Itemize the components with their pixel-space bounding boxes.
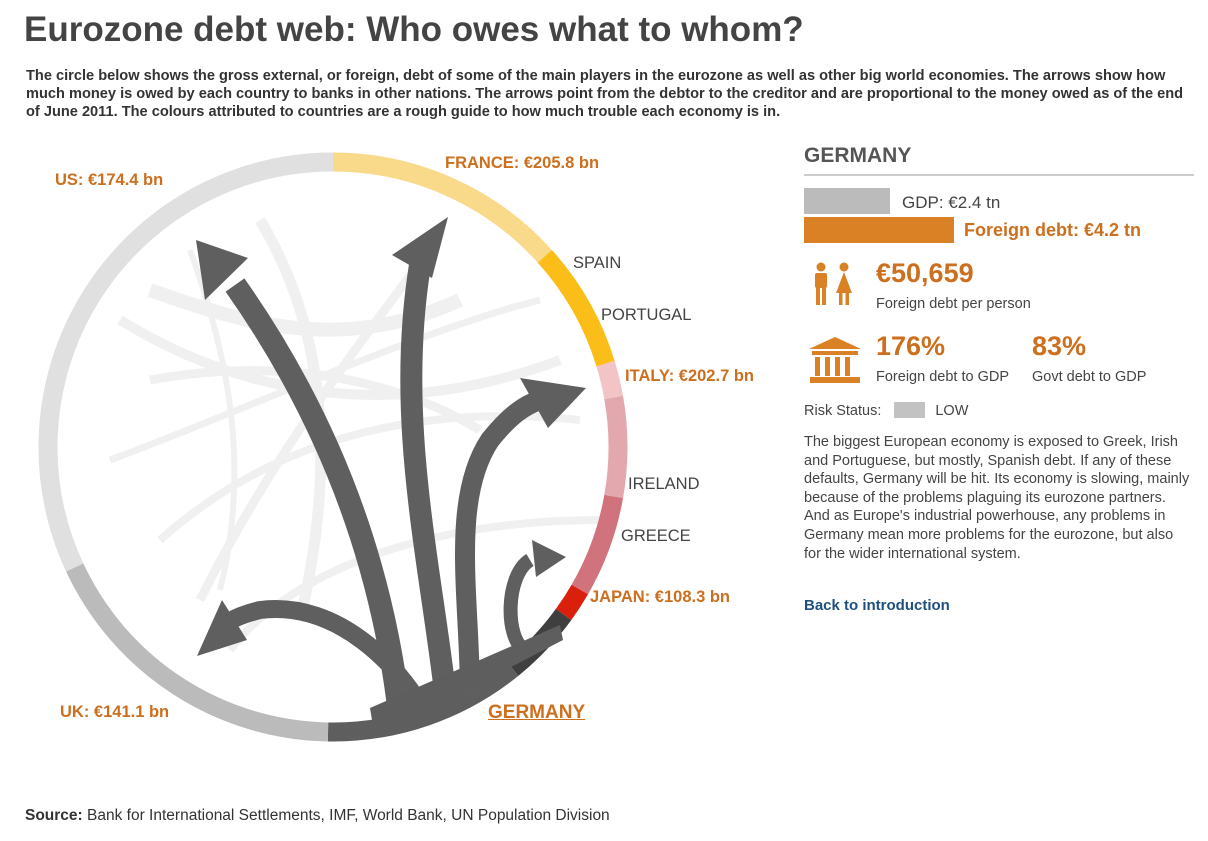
label-portugal[interactable]: PORTUGAL (601, 306, 692, 324)
arrow-germany-to-uk (218, 600, 428, 710)
arrow-germany-to-japan (503, 554, 535, 657)
arrowhead-uk (197, 600, 247, 656)
arrowhead-us (196, 240, 248, 300)
ring-segment-germany[interactable] (327, 661, 519, 742)
source-label: Source: (25, 807, 83, 824)
panel-country-title: GERMANY (804, 140, 1194, 176)
foreign-debt-label: Foreign debt: €4.2 tn (964, 220, 1142, 240)
arrow-germany-to-italy (455, 390, 544, 696)
risk-status-value: LOW (935, 403, 969, 419)
arrowhead-italy (520, 378, 586, 428)
per-person-label: Foreign debt per person (876, 296, 1031, 312)
bank-icon (809, 337, 861, 383)
germany-band (370, 625, 563, 738)
foreign-debt-bar (804, 217, 954, 243)
germany-arrows (218, 263, 544, 710)
page-title: Eurozone debt web: Who owes what to whom… (24, 10, 804, 49)
arrow-germany-to-us (225, 278, 410, 704)
risk-status-label: Risk Status: (804, 403, 882, 419)
ring-segment-greece[interactable] (555, 584, 589, 621)
arrowhead-france (392, 217, 448, 278)
ring-segment-france[interactable] (332, 152, 552, 263)
ring-segment-italy[interactable] (604, 395, 628, 499)
ring-segment-ireland[interactable] (571, 494, 624, 595)
govt-debt-ratio-value: 83% (1032, 331, 1087, 361)
label-ireland[interactable]: IRELAND (628, 475, 700, 493)
arrowhead-japan (532, 540, 566, 577)
gdp-label: GDP: €2.4 tn (902, 193, 1001, 212)
arrow-germany-to-france (400, 263, 457, 702)
foreign-debt-ratio-value: 176% (876, 331, 946, 361)
source-note: Source: Bank for International Settlemen… (25, 807, 610, 825)
label-uk[interactable]: UK: €141.1 bn (60, 703, 170, 721)
ring-segment-us[interactable] (38, 152, 334, 572)
per-person-value: €50,659 (876, 258, 974, 288)
back-to-introduction-link[interactable]: Back to introduction (804, 597, 950, 614)
people-icon (815, 262, 852, 305)
gdp-bar (804, 188, 890, 214)
risk-status: Risk Status: LOW (804, 402, 968, 419)
debt-web-diagram (38, 152, 628, 742)
background-web (108, 217, 601, 653)
country-description: The biggest European economy is exposed … (804, 434, 1190, 562)
risk-swatch (894, 402, 926, 418)
ring-segment-spain[interactable] (537, 249, 615, 367)
ring-segment-uk[interactable] (66, 563, 329, 742)
govt-debt-ratio-label: Govt debt to GDP (1032, 369, 1147, 385)
country-detail-panel: GERMANY GDP: €2.4 tn Foreign debt: €4.2 … (804, 140, 1196, 614)
country-ring (38, 152, 628, 742)
ring-segment-portugal[interactable] (596, 360, 624, 400)
foreign-debt-ratio-label: Foreign debt to GDP (876, 369, 1009, 385)
intro-text: The circle below shows the gross externa… (26, 68, 1184, 120)
source-text: Bank for International Settlements, IMF,… (87, 807, 610, 824)
arrow-heads (196, 217, 586, 656)
label-france[interactable]: FRANCE: €205.8 bn (445, 154, 600, 172)
label-spain[interactable]: SPAIN (573, 254, 622, 272)
label-us[interactable]: US: €174.4 bn (55, 171, 164, 189)
label-germany[interactable]: GERMANY (488, 702, 586, 723)
label-italy[interactable]: ITALY: €202.7 bn (625, 367, 754, 385)
label-japan[interactable]: JAPAN: €108.3 bn (590, 588, 730, 606)
label-greece[interactable]: GREECE (621, 527, 691, 545)
